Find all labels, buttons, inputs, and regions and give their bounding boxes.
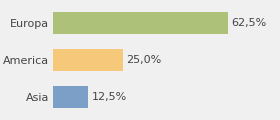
Text: 12,5%: 12,5% xyxy=(92,92,127,102)
Bar xyxy=(53,12,228,34)
Text: 62,5%: 62,5% xyxy=(232,18,267,28)
Bar xyxy=(53,49,123,71)
Bar xyxy=(53,86,88,108)
Text: 25,0%: 25,0% xyxy=(127,55,162,65)
